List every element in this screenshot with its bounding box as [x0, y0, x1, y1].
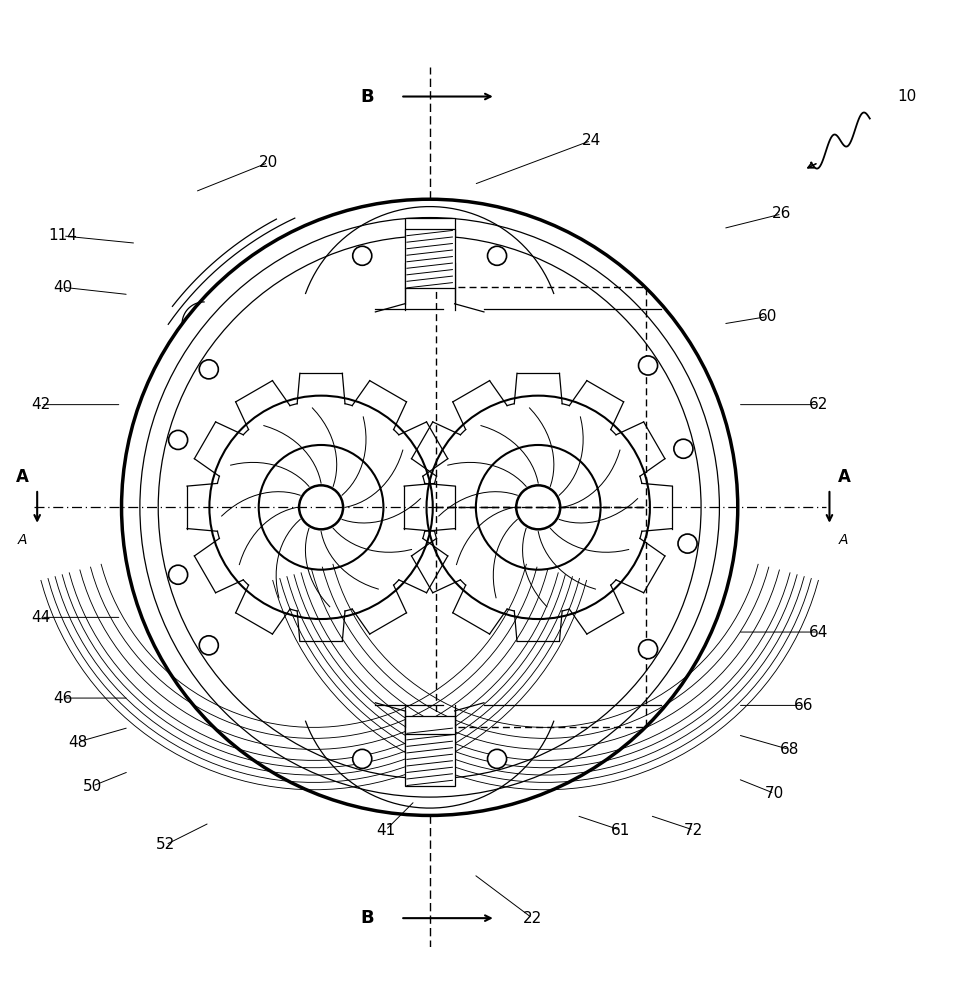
Text: 70: 70 [764, 786, 783, 801]
Text: $A$: $A$ [838, 533, 849, 547]
Text: 61: 61 [610, 823, 629, 838]
Text: 42: 42 [31, 397, 50, 412]
Text: 48: 48 [68, 735, 87, 750]
Circle shape [353, 246, 371, 265]
Circle shape [673, 439, 692, 458]
Circle shape [487, 749, 506, 768]
Circle shape [168, 565, 187, 584]
Bar [405, 229, 455, 288]
Circle shape [199, 360, 218, 379]
Circle shape [353, 749, 371, 768]
Text: 20: 20 [259, 155, 278, 170]
Text: 10: 10 [896, 89, 915, 104]
Text: 50: 50 [83, 779, 102, 794]
Text: 64: 64 [808, 625, 827, 640]
Circle shape [168, 430, 187, 449]
Text: 26: 26 [772, 206, 791, 221]
Bar [405, 716, 455, 734]
Text: $A$: $A$ [17, 533, 28, 547]
Circle shape [678, 534, 697, 553]
Text: 22: 22 [522, 911, 541, 926]
Text: 62: 62 [808, 397, 827, 412]
Bar [405, 727, 455, 786]
Text: 66: 66 [793, 698, 813, 713]
Text: 52: 52 [156, 837, 175, 852]
Text: 46: 46 [53, 691, 72, 706]
Circle shape [638, 356, 657, 375]
Circle shape [638, 640, 657, 659]
Text: 44: 44 [31, 610, 50, 625]
Text: A: A [16, 468, 29, 486]
Text: B: B [360, 88, 374, 106]
Text: B: B [360, 909, 374, 927]
Text: 60: 60 [756, 309, 776, 324]
Circle shape [487, 246, 506, 265]
Text: 72: 72 [683, 823, 702, 838]
Text: 41: 41 [376, 823, 395, 838]
Text: 68: 68 [778, 742, 798, 757]
Text: A: A [837, 468, 850, 486]
Bar [405, 218, 455, 236]
Text: 114: 114 [48, 228, 77, 243]
Text: 24: 24 [580, 133, 600, 148]
Text: 40: 40 [53, 280, 72, 295]
Circle shape [199, 636, 218, 655]
